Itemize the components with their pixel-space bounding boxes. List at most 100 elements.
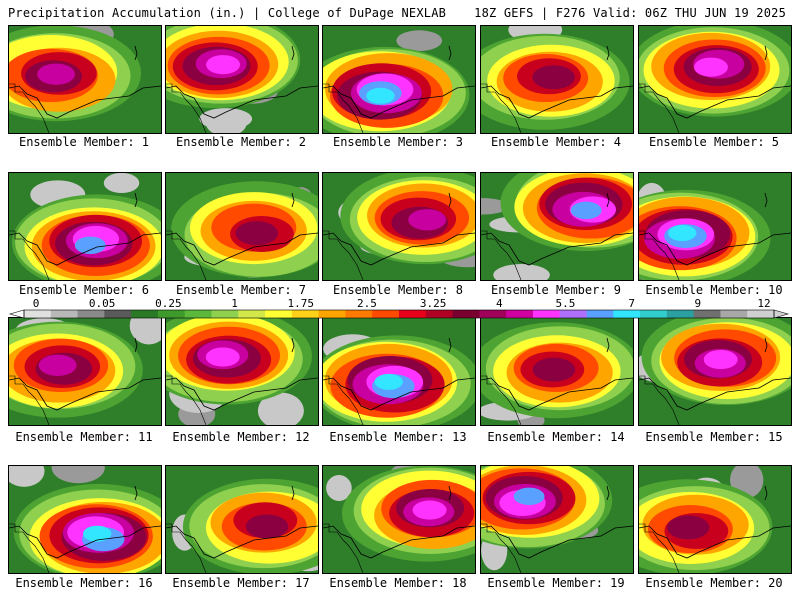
border-shape — [323, 83, 364, 133]
precipitation-map — [481, 26, 633, 133]
colorbar-swatch — [318, 310, 346, 318]
coastline-shape — [323, 377, 475, 411]
colorbar-swatch — [586, 310, 614, 318]
dry-area-shape — [18, 466, 43, 482]
lake-shape — [448, 485, 452, 501]
lake-shape — [448, 192, 452, 208]
colorbar-swatch — [747, 310, 775, 318]
ensemble-map-panel — [638, 25, 792, 134]
precip-contour-shape — [513, 487, 545, 506]
border-shape — [9, 230, 50, 280]
ensemble-map-panel — [165, 172, 319, 281]
colorbar-swatch — [532, 310, 561, 318]
coastline-shape — [166, 377, 318, 411]
border-shape — [9, 375, 50, 425]
precip-contour-shape — [205, 347, 240, 367]
coastline-shape — [323, 525, 475, 559]
ensemble-map-panel — [322, 465, 476, 574]
dry-area-shape — [129, 318, 161, 345]
ensemble-member-label: Ensemble Member: 4 — [490, 135, 622, 149]
coastline-shape — [481, 377, 633, 411]
ensemble-map-panel — [638, 465, 792, 574]
precipitation-map — [9, 173, 161, 280]
precip-contour-shape — [235, 221, 278, 246]
lake-shape — [764, 45, 768, 61]
precip-contour-shape — [532, 65, 575, 90]
lake-shape — [448, 337, 452, 353]
ensemble-member-label: Ensemble Member: 11 — [15, 430, 153, 444]
ensemble-map-panel — [8, 25, 162, 134]
colorbar-tick-label: 0.25 — [155, 298, 182, 310]
ensemble-map-panel — [480, 465, 634, 574]
precipitation-map — [323, 466, 475, 573]
dry-area-shape — [51, 466, 105, 484]
coastline-shape — [9, 232, 161, 266]
ensemble-member-label: Ensemble Member: 2 — [175, 135, 307, 149]
precip-contour-shape — [74, 236, 106, 255]
colorbar-swatch — [425, 310, 454, 318]
coastline-shape — [166, 525, 318, 559]
precip-contour-shape — [703, 349, 738, 370]
lake-shape — [134, 192, 138, 208]
colorbar-swatch — [24, 310, 52, 318]
colorbar-swatch — [720, 310, 748, 318]
model-run-info: 18Z GEFS | F276 Valid: 06Z THU JUN 19 20… — [474, 6, 786, 20]
colorbar-tick-label: 2.5 — [357, 298, 377, 310]
ensemble-map-panel — [322, 172, 476, 281]
precip-contour-shape — [366, 87, 395, 104]
precipitation-map — [639, 466, 791, 573]
border-shape — [639, 375, 680, 425]
coastline-shape — [323, 85, 475, 119]
colorbar-swatch — [666, 310, 695, 318]
ensemble-map-panel — [8, 172, 162, 281]
lake-shape — [764, 192, 768, 208]
coastline-shape — [481, 232, 633, 266]
ensemble-member-label: Ensemble Member: 20 — [645, 576, 783, 590]
lake-shape — [606, 337, 610, 353]
precipitation-map — [639, 26, 791, 133]
precipitation-map — [166, 26, 318, 133]
ensemble-map-panel — [638, 172, 792, 281]
precipitation-map — [639, 182, 791, 280]
coastline-shape — [639, 232, 791, 266]
dry-area-shape — [199, 108, 253, 130]
colorbar-swatch — [131, 310, 159, 318]
colorbar-swatch — [399, 310, 427, 318]
ensemble-member-label: Ensemble Member: 1 — [18, 135, 150, 149]
colorbar-tick-label: 5.5 — [556, 298, 576, 310]
colorbar-tick-label: 3.25 — [420, 298, 447, 310]
lake-shape — [134, 485, 138, 501]
precipitation-map — [323, 334, 475, 425]
precip-contour-shape — [83, 525, 112, 542]
dry-area-shape — [396, 30, 443, 51]
coastline-shape — [166, 85, 318, 119]
border-shape — [639, 83, 680, 133]
border-shape — [481, 523, 522, 573]
coastline-shape — [9, 525, 161, 559]
colorbar-tick-label: 12 — [757, 298, 770, 310]
ensemble-map-panel — [638, 317, 792, 426]
precipitation-map — [166, 478, 318, 573]
ensemble-map-panel — [8, 465, 162, 574]
precip-contour-shape — [206, 55, 241, 75]
precip-contour-shape — [668, 225, 697, 242]
border-shape — [639, 523, 680, 573]
coastline-shape — [639, 377, 791, 411]
colorbar-swatch — [640, 310, 668, 318]
coastline-shape — [9, 85, 161, 119]
lake-shape — [291, 45, 295, 61]
colorbar-swatch — [184, 310, 212, 318]
lake-shape — [134, 45, 138, 61]
colorbar-swatch — [693, 310, 721, 318]
border-shape — [481, 230, 522, 280]
colorbar-tick-label: 1.75 — [287, 298, 314, 310]
precipitation-colorbar: 0 0.05 0.25 1 1.75 2.5 3.25 4 5.5 7 9 12 — [8, 298, 790, 319]
precipitation-map — [639, 318, 791, 425]
ensemble-member-label: Ensemble Member: 17 — [172, 576, 310, 590]
colorbar-swatch — [372, 310, 400, 318]
ensemble-member-label: Ensemble Member: 5 — [648, 135, 780, 149]
ensemble-member-label: Ensemble Member: 3 — [332, 135, 464, 149]
colorbar-swatch — [265, 310, 293, 318]
dry-area-shape — [493, 264, 550, 280]
colorbar-tick-label: 7 — [628, 298, 635, 310]
